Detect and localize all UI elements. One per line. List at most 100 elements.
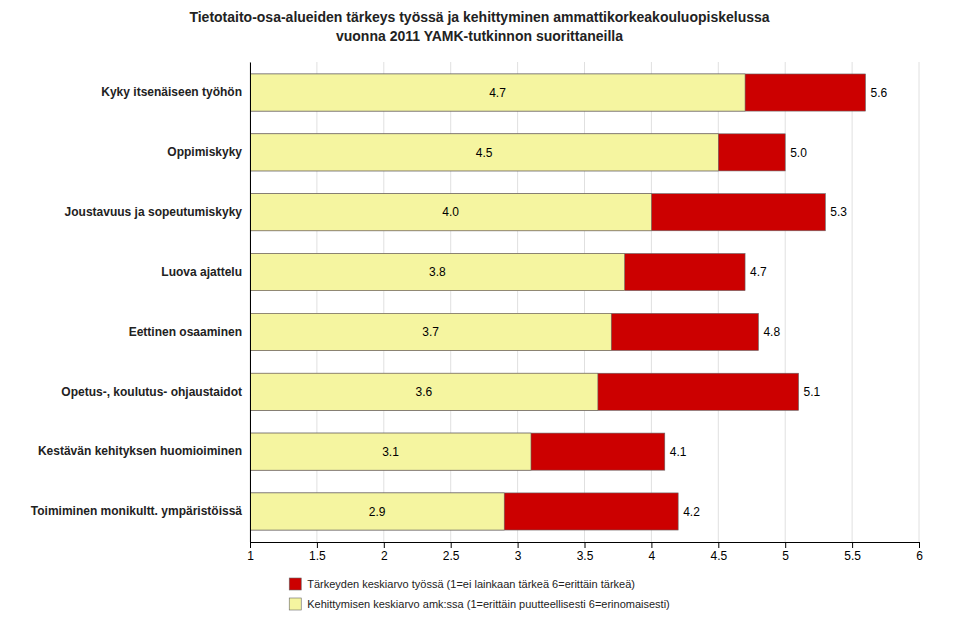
x-tick-label: 3.5 <box>577 549 594 563</box>
x-tick: 4.5 <box>710 542 727 563</box>
y-tick-label: Kestävän kehityksen huomioiminen <box>38 444 242 458</box>
x-tick-mark <box>785 542 786 548</box>
grid-line <box>852 62 853 542</box>
x-tick-mark <box>852 542 853 548</box>
y-tick-label: Luova ajattelu <box>161 265 242 279</box>
x-tick: 3 <box>515 542 522 563</box>
x-tick-label: 5 <box>782 549 789 563</box>
chart: Tietotaito-osa-alueiden tärkeys työssä j… <box>0 0 959 637</box>
bar <box>250 134 718 171</box>
x-tick: 5.5 <box>844 542 861 563</box>
bar <box>250 493 504 530</box>
y-tick-label: Joustavuus ja sopeutumiskyky <box>65 205 243 219</box>
data-labels: 4.7 5.6 4.5 5.0 4.0 5.3 3.8 4.7 3.7 4.8 3.6 5.1 3.1 4… <box>369 86 888 519</box>
bar <box>250 194 651 231</box>
bar <box>250 254 625 291</box>
data-label: 2.9 <box>369 505 386 519</box>
x-tick: 1.5 <box>309 542 326 563</box>
data-label: 5.1 <box>804 385 821 399</box>
y-tick: Kyky itsenäiseen työhön <box>101 85 250 99</box>
x-tick: 1 <box>247 542 254 563</box>
x-tick-label: 4.5 <box>710 549 727 563</box>
x-tick-label: 5.5 <box>844 549 861 563</box>
title-line: vuonna 2011 YAMK-tutkinnon suorittaneill… <box>336 28 623 44</box>
data-label: 4.0 <box>442 205 459 219</box>
grid <box>250 62 919 542</box>
legend-swatch <box>289 598 301 610</box>
bar <box>250 493 678 530</box>
y-tick-label: Oppimiskyky <box>167 145 242 159</box>
bar <box>250 134 785 171</box>
data-label: 3.6 <box>416 385 433 399</box>
bar <box>250 74 865 111</box>
data-label: 3.1 <box>382 445 399 459</box>
x-tick: 4 <box>649 542 656 563</box>
legend-item: Kehittymisen keskiarvo amk:ssa (1=erittä… <box>289 598 670 610</box>
x-tick-mark <box>518 542 519 548</box>
grid-line <box>919 62 920 542</box>
x-tick-mark <box>317 542 318 548</box>
title: Tietotaito-osa-alueiden tärkeys työssä j… <box>189 9 769 44</box>
legend-item: Tärkeyden keskiarvo työssä (1=ei lainkaa… <box>289 578 635 590</box>
legend: Tärkeyden keskiarvo työssä (1=ei lainkaa… <box>289 578 670 610</box>
x-tick-label: 4 <box>649 549 656 563</box>
x-tick-label: 6 <box>916 549 923 563</box>
x-tick: 2.5 <box>443 542 460 563</box>
data-label: 3.7 <box>422 325 439 339</box>
y-tick-label: Eettinen osaaminen <box>129 325 242 339</box>
bar <box>250 194 825 231</box>
x-tick: 2 <box>381 542 388 563</box>
x-tick-label: 1.5 <box>309 549 326 563</box>
y-tick: Kestävän kehityksen huomioiminen <box>38 444 250 458</box>
x-tick-mark <box>718 542 719 548</box>
x-tick-label: 1 <box>247 549 254 563</box>
x-tick-label: 2.5 <box>443 549 460 563</box>
x-tick-mark <box>451 542 452 548</box>
bar <box>250 313 611 350</box>
y-tick: Joustavuus ja sopeutumiskyky <box>65 205 250 219</box>
y-tick-label: Toimiminen monikultt. ympäristöissä <box>31 504 242 518</box>
title-line: Tietotaito-osa-alueiden tärkeys työssä j… <box>189 9 769 25</box>
y-axis-line <box>250 63 251 543</box>
x-tick-mark <box>250 542 251 548</box>
bars <box>250 74 865 530</box>
plot: 1 1.5 2 2.5 3 3.5 4 4.5 5 5.5 6 Kyky itsenäiseen ty… <box>31 62 923 563</box>
y-tick: Eettinen osaaminen <box>129 325 250 339</box>
x-tick: 5 <box>782 542 789 563</box>
y-tick: Luova ajattelu <box>161 265 250 279</box>
legend-label: Tärkeyden keskiarvo työssä (1=ei lainkaa… <box>307 578 635 590</box>
bar <box>250 254 745 291</box>
y-tick: Oppimiskyky <box>167 145 250 159</box>
y-tick-label: Kyky itsenäiseen työhön <box>101 85 242 99</box>
data-label: 4.1 <box>670 445 687 459</box>
x-tick-mark <box>651 542 652 548</box>
y-tick: Opetus-, koulutus- ohjaustaidot <box>61 385 250 399</box>
legend-label: Kehittymisen keskiarvo amk:ssa (1=erittä… <box>307 598 670 610</box>
x-tick-mark <box>919 542 920 548</box>
bar <box>250 74 745 111</box>
x-tick-mark <box>384 542 385 548</box>
x-tick-mark <box>585 542 586 548</box>
y-tick: Toimiminen monikultt. ympäristöissä <box>31 504 250 518</box>
data-label: 4.7 <box>489 86 506 100</box>
data-label: 5.0 <box>790 146 807 160</box>
x-tick: 6 <box>916 542 923 563</box>
data-label: 4.7 <box>750 265 767 279</box>
bar <box>250 433 665 470</box>
data-label: 4.5 <box>476 146 493 160</box>
x-axis-line <box>251 543 920 549</box>
grid-line <box>250 62 251 542</box>
legend-swatch <box>289 578 301 590</box>
bar <box>250 433 531 470</box>
data-label: 5.3 <box>830 205 847 219</box>
x-tick-label: 3 <box>515 549 522 563</box>
y-axis: Kyky itsenäiseen työhön Oppimiskyky Jousta… <box>31 63 251 543</box>
bar <box>250 313 758 350</box>
data-label: 3.8 <box>429 265 446 279</box>
x-tick: 3.5 <box>577 542 594 563</box>
data-label: 4.8 <box>763 325 780 339</box>
data-label: 5.6 <box>870 86 887 100</box>
y-tick-label: Opetus-, koulutus- ohjaustaidot <box>61 385 242 399</box>
x-tick-label: 2 <box>381 549 388 563</box>
bar <box>250 373 598 410</box>
